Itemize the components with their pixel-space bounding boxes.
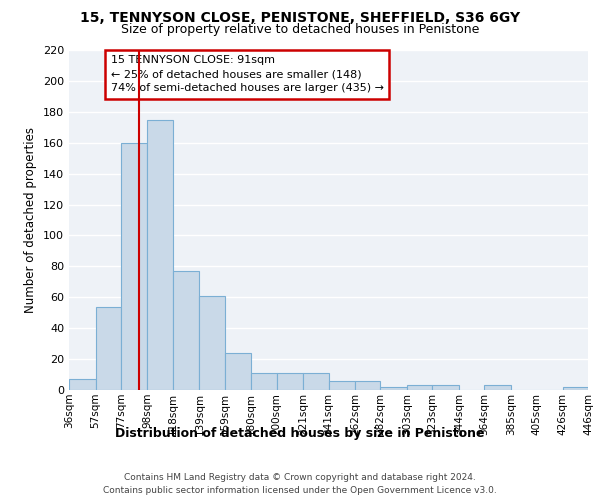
Bar [148,120,173,390]
Bar [484,386,511,390]
Bar [563,387,588,390]
Text: Contains public sector information licensed under the Open Government Licence v3: Contains public sector information licen… [103,486,497,495]
Bar [69,379,95,390]
Bar [303,373,329,390]
Bar [432,386,459,390]
Bar [95,306,121,390]
Text: 15, TENNYSON CLOSE, PENISTONE, SHEFFIELD, S36 6GY: 15, TENNYSON CLOSE, PENISTONE, SHEFFIELD… [80,11,520,25]
Text: 15 TENNYSON CLOSE: 91sqm
← 25% of detached houses are smaller (148)
74% of semi-: 15 TENNYSON CLOSE: 91sqm ← 25% of detach… [110,55,383,93]
Bar [329,380,355,390]
Text: Contains HM Land Registry data © Crown copyright and database right 2024.: Contains HM Land Registry data © Crown c… [124,472,476,482]
Text: Distribution of detached houses by size in Penistone: Distribution of detached houses by size … [115,428,485,440]
Bar [199,296,225,390]
Text: Size of property relative to detached houses in Penistone: Size of property relative to detached ho… [121,22,479,36]
Bar [173,271,199,390]
Bar [380,387,407,390]
Bar [355,380,380,390]
Bar [251,373,277,390]
Bar [121,142,148,390]
Bar [407,386,432,390]
Bar [225,353,251,390]
Y-axis label: Number of detached properties: Number of detached properties [25,127,37,313]
Bar [277,373,303,390]
